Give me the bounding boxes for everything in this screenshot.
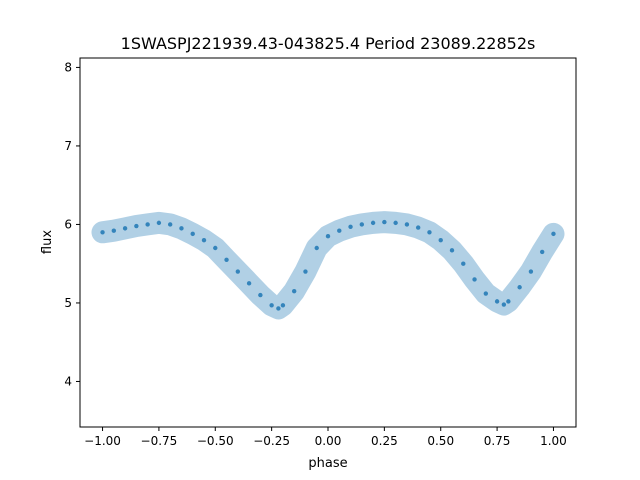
x-tick-label: 0.50 bbox=[427, 434, 454, 448]
x-tick-label: 1.00 bbox=[540, 434, 567, 448]
data-point bbox=[404, 222, 410, 227]
data-point bbox=[303, 269, 308, 274]
y-tick-label: 8 bbox=[64, 60, 72, 74]
x-tick-label: 0.75 bbox=[484, 434, 511, 448]
data-point bbox=[359, 222, 365, 227]
data-point bbox=[134, 223, 139, 229]
data-point bbox=[269, 303, 274, 308]
chart-title: 1SWASPJ221939.43-043825.4 Period 23089.2… bbox=[121, 34, 536, 53]
data-point bbox=[539, 249, 545, 255]
x-tick-label: −0.50 bbox=[197, 434, 234, 448]
data-point bbox=[528, 269, 534, 274]
data-point bbox=[501, 302, 507, 307]
data-point bbox=[291, 288, 297, 294]
x-tick-label: −0.25 bbox=[253, 434, 290, 448]
y-tick-label: 7 bbox=[64, 139, 72, 153]
data-point bbox=[483, 291, 489, 296]
data-point bbox=[314, 245, 319, 251]
data-point bbox=[494, 299, 500, 304]
data-point bbox=[280, 303, 286, 308]
x-tick-label: 0.25 bbox=[371, 434, 398, 448]
data-point bbox=[427, 230, 432, 235]
data-point bbox=[337, 228, 342, 233]
data-point bbox=[517, 285, 522, 290]
data-point bbox=[472, 277, 477, 282]
data-point bbox=[276, 306, 281, 311]
data-point bbox=[393, 220, 398, 226]
data-point bbox=[258, 292, 263, 298]
x-tick-label: −0.75 bbox=[141, 434, 178, 448]
data-point bbox=[179, 226, 184, 231]
data-point bbox=[461, 261, 466, 266]
x-tick-label: −1.00 bbox=[84, 434, 121, 448]
data-point bbox=[122, 226, 128, 231]
data-point bbox=[382, 219, 387, 225]
data-point bbox=[235, 269, 241, 274]
data-point bbox=[415, 225, 421, 230]
data-point bbox=[551, 231, 556, 237]
scatter-points bbox=[91, 211, 565, 320]
y-axis-label: flux bbox=[40, 230, 55, 254]
data-point bbox=[213, 245, 218, 251]
data-point bbox=[438, 237, 443, 243]
data-point bbox=[145, 222, 150, 227]
data-point bbox=[325, 234, 331, 239]
data-point bbox=[167, 222, 173, 227]
x-axis: −1.00 −0.75 −0.50 −0.25 0.00 0.25 0.50 0.75 1.00 bbox=[84, 427, 567, 448]
data-point bbox=[370, 220, 376, 226]
data-point bbox=[246, 281, 252, 286]
data-point bbox=[111, 228, 117, 233]
data-point bbox=[156, 220, 162, 226]
y-tick-label: 5 bbox=[64, 296, 72, 310]
data-point bbox=[100, 230, 105, 235]
y-axis: 4 5 6 7 8 bbox=[64, 60, 80, 388]
data-point bbox=[348, 224, 353, 229]
data-point bbox=[224, 257, 229, 262]
y-tick-label: 4 bbox=[64, 374, 72, 388]
data-point bbox=[190, 231, 195, 237]
data-point bbox=[506, 299, 511, 304]
data-point bbox=[201, 237, 207, 243]
x-tick-label: 0.00 bbox=[315, 434, 342, 448]
x-axis-label: phase bbox=[308, 456, 347, 471]
y-tick-label: 6 bbox=[64, 217, 72, 231]
data-point bbox=[449, 248, 455, 253]
